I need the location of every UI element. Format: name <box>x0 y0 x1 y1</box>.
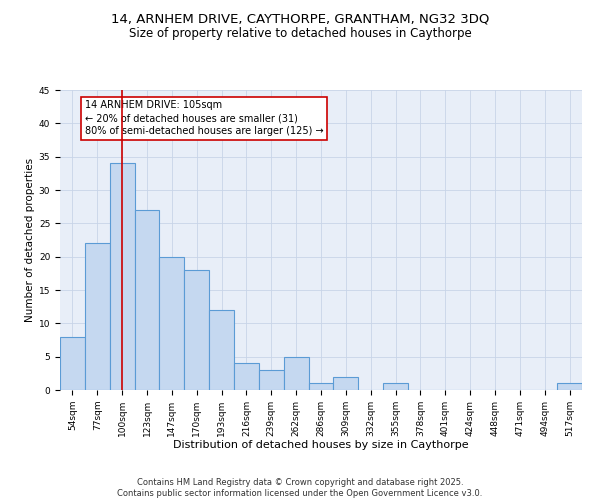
Bar <box>134 210 160 390</box>
Bar <box>284 356 308 390</box>
Bar <box>184 270 209 390</box>
Bar <box>334 376 358 390</box>
Bar <box>160 256 184 390</box>
Y-axis label: Number of detached properties: Number of detached properties <box>25 158 35 322</box>
Bar <box>308 384 334 390</box>
Bar <box>383 384 408 390</box>
Text: 14 ARNHEM DRIVE: 105sqm
← 20% of detached houses are smaller (31)
80% of semi-de: 14 ARNHEM DRIVE: 105sqm ← 20% of detache… <box>85 100 323 136</box>
Bar <box>60 336 85 390</box>
Bar <box>234 364 259 390</box>
Text: Contains HM Land Registry data © Crown copyright and database right 2025.
Contai: Contains HM Land Registry data © Crown c… <box>118 478 482 498</box>
Bar <box>259 370 284 390</box>
Bar <box>557 384 582 390</box>
Text: Size of property relative to detached houses in Caythorpe: Size of property relative to detached ho… <box>128 28 472 40</box>
Bar <box>209 310 234 390</box>
Bar <box>85 244 110 390</box>
Bar <box>110 164 134 390</box>
Text: 14, ARNHEM DRIVE, CAYTHORPE, GRANTHAM, NG32 3DQ: 14, ARNHEM DRIVE, CAYTHORPE, GRANTHAM, N… <box>111 12 489 26</box>
X-axis label: Distribution of detached houses by size in Caythorpe: Distribution of detached houses by size … <box>173 440 469 450</box>
